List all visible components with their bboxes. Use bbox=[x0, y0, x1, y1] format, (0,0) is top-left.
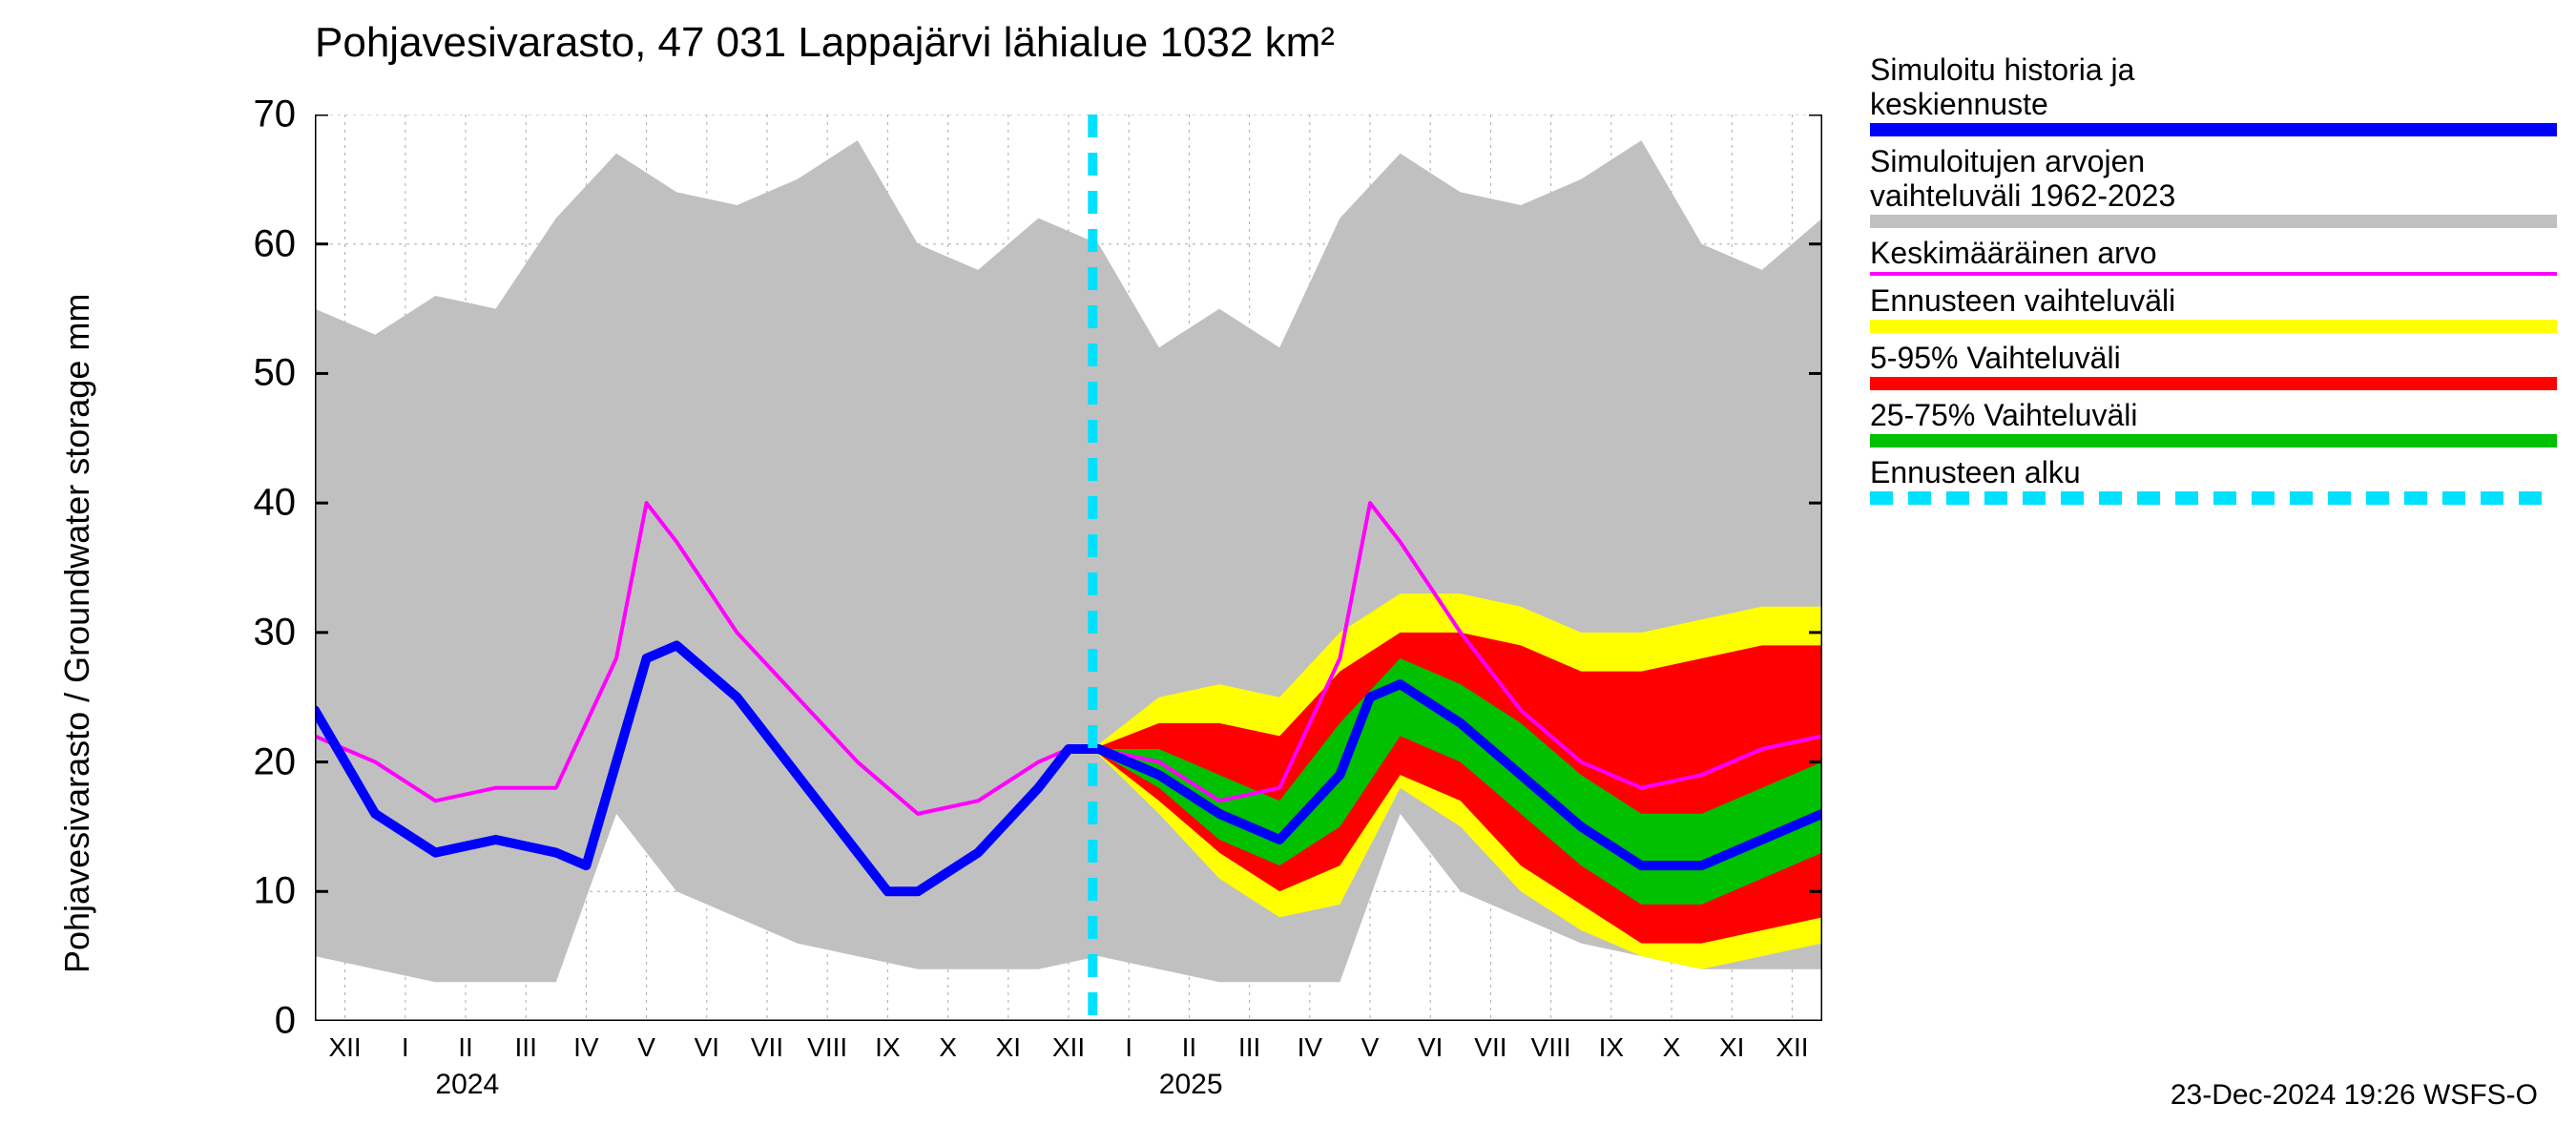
x-tick-label: X bbox=[939, 1032, 957, 1063]
legend-swatch bbox=[1870, 272, 2557, 276]
x-tick-label: V bbox=[1361, 1032, 1380, 1063]
y-tick-label: 50 bbox=[0, 352, 296, 395]
x-tick-label: VII bbox=[1474, 1032, 1506, 1063]
x-tick-label: I bbox=[1125, 1032, 1132, 1063]
y-tick-label: 40 bbox=[0, 482, 296, 525]
footer-timestamp: 23-Dec-2024 19:26 WSFS-O bbox=[2171, 1079, 2538, 1112]
x-tick-label: XII bbox=[328, 1032, 361, 1063]
chart-title: Pohjavesivarasto, 47 031 Lappajärvi lähi… bbox=[315, 19, 1335, 67]
x-tick-label: V bbox=[637, 1032, 655, 1063]
x-tick-label: II bbox=[1182, 1032, 1197, 1063]
y-tick-label: 20 bbox=[0, 740, 296, 783]
x-tick-label: VIII bbox=[807, 1032, 847, 1063]
x-tick-label: VIII bbox=[1531, 1032, 1571, 1063]
plot-area bbox=[315, 114, 1822, 1021]
legend-swatch bbox=[1870, 434, 2557, 448]
legend-swatch bbox=[1870, 123, 2557, 136]
legend-label: 25-75% Vaihteluväli bbox=[1870, 398, 2557, 432]
legend-item: Ennusteen alku bbox=[1870, 455, 2557, 505]
legend-swatch bbox=[1870, 320, 2557, 333]
legend-label: Ennusteen vaihteluväli bbox=[1870, 283, 2557, 318]
legend-label: 5-95% Vaihteluväli bbox=[1870, 341, 2557, 375]
legend-swatch bbox=[1870, 215, 2557, 228]
legend-item: 5-95% Vaihteluväli bbox=[1870, 341, 2557, 390]
x-tick-label: IX bbox=[1599, 1032, 1624, 1063]
legend-label: Simuloitu historia jakeskiennuste bbox=[1870, 52, 2557, 121]
x-tick-label: XI bbox=[996, 1032, 1021, 1063]
x-tick-label: III bbox=[515, 1032, 537, 1063]
y-tick-label: 30 bbox=[0, 611, 296, 654]
legend-item: Ennusteen vaihteluväli bbox=[1870, 283, 2557, 333]
legend-label: Ennusteen alku bbox=[1870, 455, 2557, 489]
x-tick-label: IX bbox=[875, 1032, 900, 1063]
x-tick-label: X bbox=[1663, 1032, 1681, 1063]
y-tick-label: 60 bbox=[0, 222, 296, 265]
legend: Simuloitu historia jakeskiennuste Simuloi… bbox=[1870, 52, 2557, 512]
x-tick-label: III bbox=[1238, 1032, 1260, 1063]
y-tick-label: 70 bbox=[0, 94, 296, 136]
legend-swatch bbox=[1870, 377, 2557, 390]
legend-label: Keskimääräinen arvo bbox=[1870, 236, 2557, 270]
x-tick-label: XII bbox=[1052, 1032, 1085, 1063]
x-tick-label: XI bbox=[1719, 1032, 1744, 1063]
y-tick-label: 0 bbox=[0, 1000, 296, 1043]
x-tick-label: VII bbox=[751, 1032, 783, 1063]
legend-item: Keskimääräinen arvo bbox=[1870, 236, 2557, 276]
x-tick-label: IV bbox=[1298, 1032, 1322, 1063]
x-tick-label: VI bbox=[1418, 1032, 1443, 1063]
x-tick-label: II bbox=[458, 1032, 473, 1063]
x-tick-label: XII bbox=[1776, 1032, 1808, 1063]
x-year-label: 2024 bbox=[435, 1069, 499, 1101]
legend-item: Simuloitu historia jakeskiennuste bbox=[1870, 52, 2557, 136]
legend-item: Simuloitujen arvojenvaihteluväli 1962-20… bbox=[1870, 144, 2557, 228]
chart-container: Pohjavesivarasto / Groundwater storage m… bbox=[0, 0, 2576, 1145]
x-tick-label: I bbox=[402, 1032, 409, 1063]
plot-svg bbox=[315, 114, 1822, 1021]
x-year-label: 2025 bbox=[1159, 1069, 1223, 1101]
legend-label: Simuloitujen arvojenvaihteluväli 1962-20… bbox=[1870, 144, 2557, 213]
y-tick-label: 10 bbox=[0, 870, 296, 913]
legend-item: 25-75% Vaihteluväli bbox=[1870, 398, 2557, 448]
x-tick-label: IV bbox=[573, 1032, 598, 1063]
x-tick-label: VI bbox=[695, 1032, 719, 1063]
legend-swatch bbox=[1870, 491, 2557, 505]
